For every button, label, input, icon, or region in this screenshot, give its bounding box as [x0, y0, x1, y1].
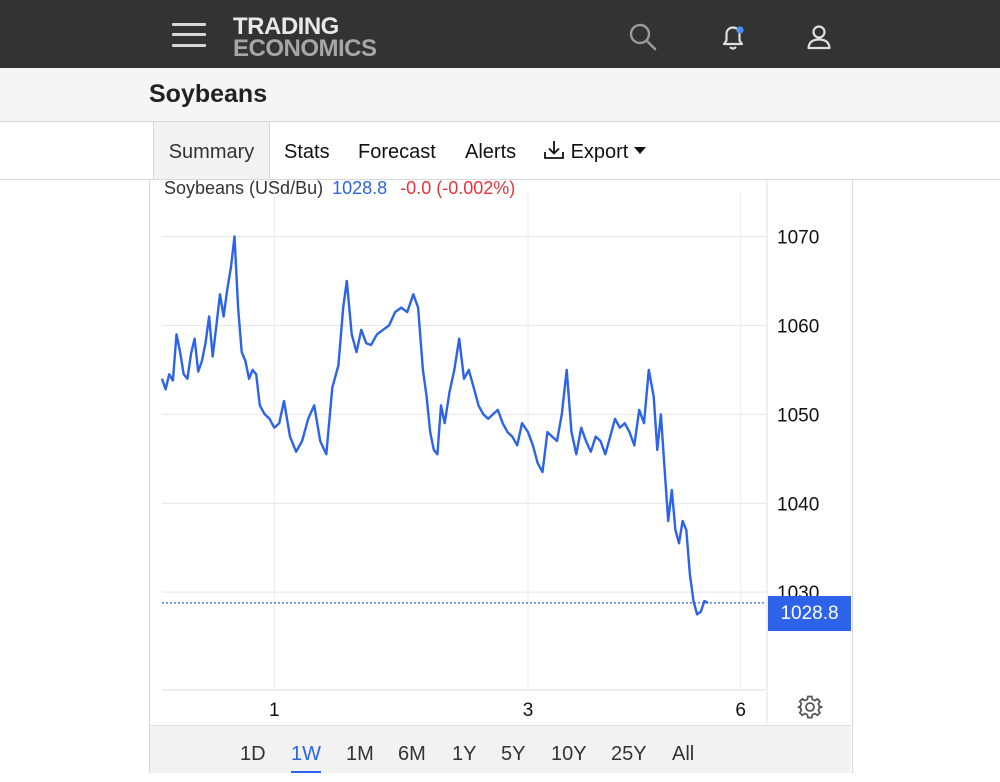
x-tick-label: 3 — [523, 700, 534, 721]
range-selector: 1D 1W 1M 6M 1Y 5Y 10Y 25Y All — [150, 725, 851, 773]
range-1d[interactable]: 1D — [240, 743, 266, 765]
chart-series-name: Soybeans (USd/Bu) — [164, 178, 324, 198]
gear-icon[interactable] — [797, 694, 823, 720]
tab-summary[interactable]: Summary — [153, 122, 270, 179]
top-bar: TRADING ECONOMICS — [0, 0, 1000, 68]
range-all[interactable]: All — [672, 743, 695, 765]
chart-last-price: 1028.8 — [332, 178, 388, 198]
y-tick-label: 1040 — [777, 494, 819, 515]
search-icon[interactable] — [628, 22, 658, 52]
tab-bar: Summary Stats Forecast Alerts Export — [0, 122, 1000, 180]
tab-alerts-label: Alerts — [465, 141, 517, 163]
last-price-badge: 1028.8 — [768, 596, 851, 631]
chart-header: Soybeans (USd/Bu) 1028.8 -0.0 (-0.002%) — [164, 178, 515, 199]
range-10y[interactable]: 10Y — [551, 743, 587, 765]
tab-forecast[interactable]: Forecast — [358, 122, 436, 179]
notification-dot — [736, 26, 744, 34]
x-tick-label: 6 — [735, 700, 746, 721]
chart-grid — [162, 180, 768, 724]
y-tick-label: 1060 — [777, 316, 819, 337]
range-1m[interactable]: 1M — [346, 743, 374, 765]
bell-icon[interactable] — [718, 22, 748, 52]
x-axis: 1 3 6 — [269, 700, 746, 721]
range-6m[interactable]: 6M — [398, 743, 426, 765]
tab-stats-label: Stats — [284, 141, 330, 163]
chart-price-change: -0.0 (-0.002%) — [400, 178, 516, 198]
tab-alerts[interactable]: Alerts — [465, 122, 516, 179]
range-1w[interactable]: 1W — [291, 726, 321, 773]
chevron-down-icon — [634, 147, 647, 155]
download-icon — [544, 141, 564, 159]
user-icon[interactable] — [804, 22, 834, 52]
tab-summary-label: Summary — [168, 141, 255, 163]
brand-logo[interactable]: TRADING ECONOMICS — [233, 13, 377, 62]
range-25y[interactable]: 25Y — [611, 743, 647, 765]
title-band: Soybeans — [0, 68, 1000, 122]
brand-line-2: ECONOMICS — [233, 35, 377, 62]
series-line — [160, 235, 709, 616]
y-tick-label: 1050 — [777, 405, 819, 426]
range-1y[interactable]: 1Y — [452, 743, 477, 765]
y-tick-label: 1070 — [777, 227, 819, 248]
menu-icon[interactable] — [172, 22, 206, 48]
tab-export[interactable]: Export — [543, 122, 647, 179]
brand-line-1: TRADING — [233, 13, 339, 40]
tab-stats[interactable]: Stats — [284, 122, 330, 179]
tab-forecast-label: Forecast — [358, 141, 436, 163]
tab-export-label: Export — [570, 141, 629, 163]
range-5y[interactable]: 5Y — [501, 743, 526, 765]
page-title: Soybeans — [149, 80, 268, 108]
x-tick-label: 1 — [269, 700, 280, 721]
